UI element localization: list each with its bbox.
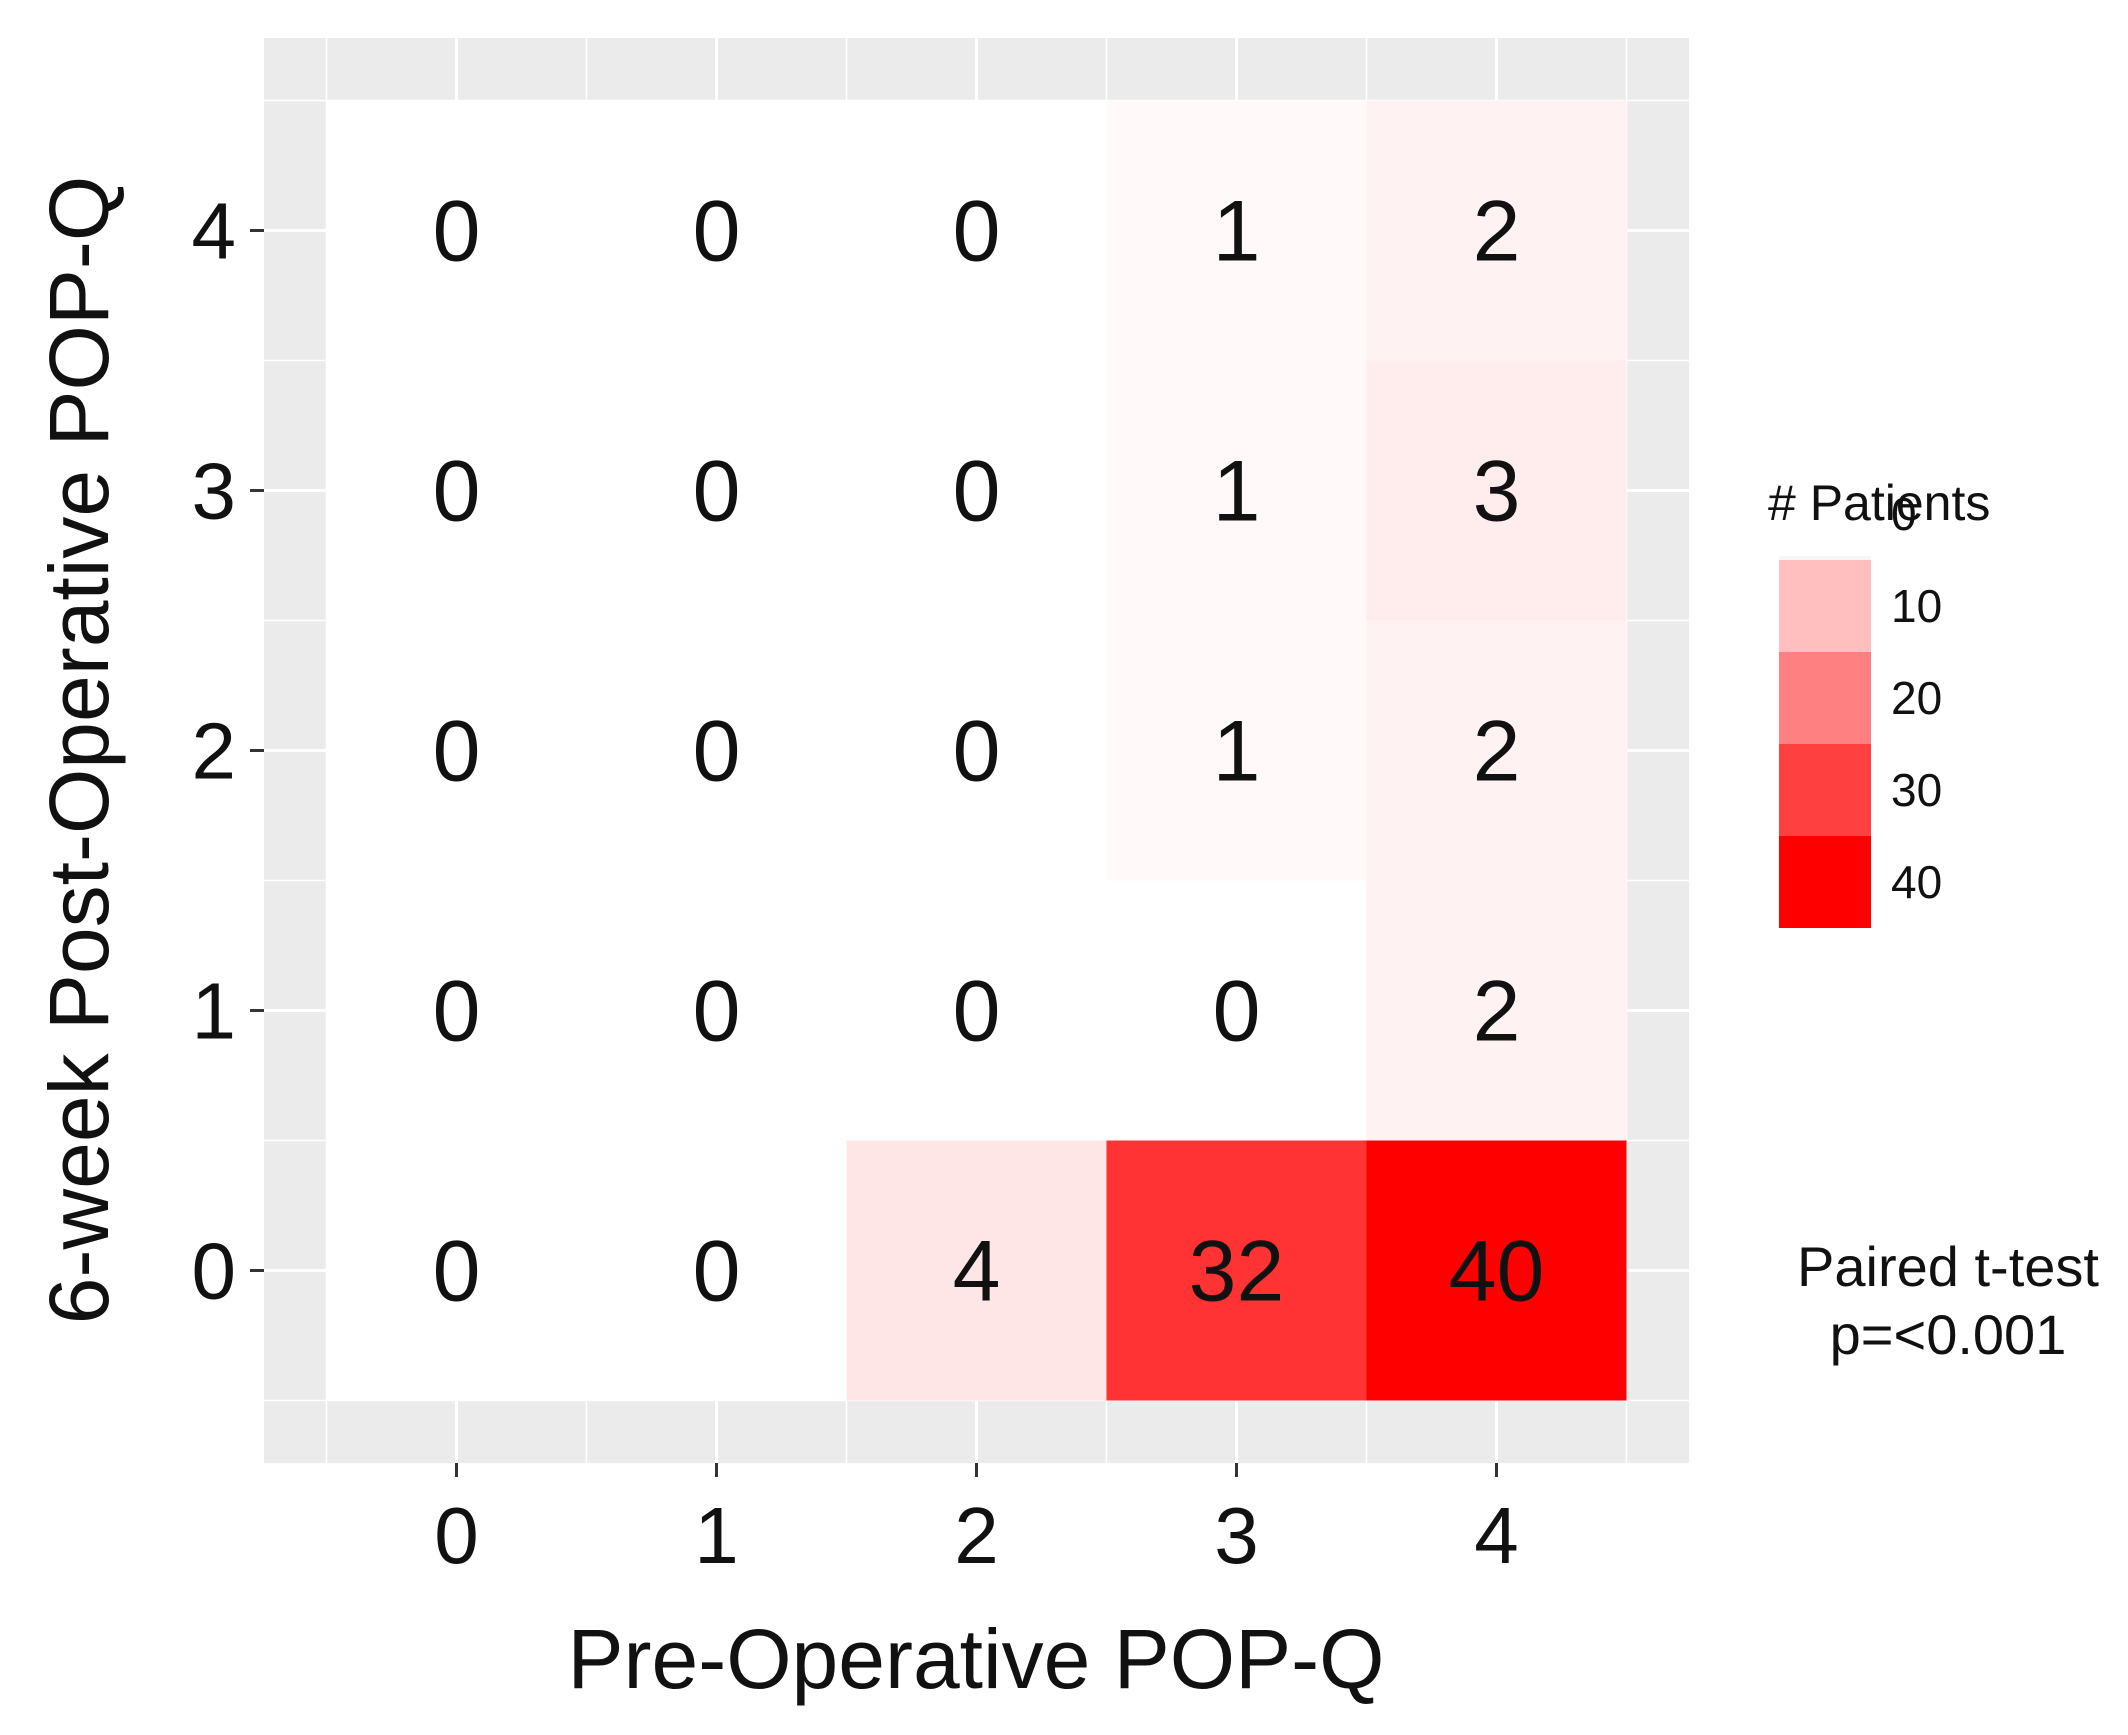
y-axis: 0 1 2 3 4	[192, 187, 264, 1316]
legend-labels: 0 10 20 30 40	[1891, 488, 1942, 908]
heatmap-cell	[1106, 100, 1367, 361]
heatmap-cell-label: 0	[433, 444, 481, 540]
y-tick-label: 4	[192, 187, 237, 276]
legend-swatch	[1779, 652, 1871, 744]
heatmap-cell-label: 3	[1473, 444, 1521, 540]
x-axis: 0 1 2 3 4	[434, 1463, 1519, 1580]
heatmap-cell-label: 0	[693, 704, 741, 800]
x-tick-label: 3	[1214, 1491, 1259, 1580]
y-tick-label: 0	[192, 1227, 237, 1316]
legend-swatch	[1779, 560, 1871, 652]
heatmap-cell	[846, 360, 1107, 621]
stat-test-label: Paired t-test	[1797, 1235, 2099, 1298]
legend-title: # Patients	[1768, 475, 1990, 531]
heatmap-cell	[586, 880, 847, 1141]
heatmap-cell	[846, 100, 1107, 361]
heatmap-cell	[846, 620, 1107, 881]
y-tick-label: 2	[192, 707, 237, 796]
heatmap-cell-labels: 0 0 4 32 40 0 0 0 0 2 0 0 0 1 2 0 0 0 1 3 0 0 0 1 2	[433, 184, 1545, 1320]
heatmap-cell	[326, 620, 587, 881]
heatmap-cell	[1366, 360, 1627, 621]
heatmap-cell	[1106, 360, 1367, 621]
heatmap-cell-label: 0	[433, 704, 481, 800]
heatmap-cell-label: 1	[1213, 704, 1261, 800]
heatmap-cell	[846, 880, 1107, 1141]
heatmap-cell-label: 1	[1213, 184, 1261, 280]
legend-swatch	[1779, 836, 1871, 928]
x-axis-title: Pre-Operative POP-Q	[568, 1612, 1385, 1706]
heatmap-cell-label: 2	[1473, 964, 1521, 1060]
y-axis-title: 6-week Post-Operative POP-Q	[32, 176, 126, 1324]
legend-swatch	[1779, 556, 1871, 560]
heatmap-cell-label: 0	[693, 444, 741, 540]
legend-label: 40	[1891, 856, 1942, 908]
legend-label: 20	[1891, 672, 1942, 724]
heatmap-cell	[586, 1140, 847, 1401]
heatmap-cell-label: 0	[433, 1224, 481, 1320]
heatmap-cell	[1366, 100, 1627, 361]
heatmap-cell	[326, 360, 587, 621]
heatmap-cell-label: 0	[693, 184, 741, 280]
heatmap-cell-label: 4	[953, 1224, 1001, 1320]
x-tick-label: 4	[1474, 1491, 1519, 1580]
legend: # Patients 0 10 20 30 40	[1768, 475, 1990, 928]
heatmap-cell-label: 2	[1473, 704, 1521, 800]
legend-label: 30	[1891, 764, 1942, 816]
legend-label: 0	[1891, 488, 1917, 540]
legend-colorbar	[1779, 556, 1871, 928]
heatmap-cell	[586, 620, 847, 881]
heatmap-cell-label: 32	[1189, 1224, 1285, 1320]
heatmap-cell	[326, 880, 587, 1141]
heatmap-cell	[1366, 620, 1627, 881]
heatmap-cell-label: 40	[1449, 1224, 1545, 1320]
heatmap-cell-label: 0	[953, 444, 1001, 540]
heatmap-cell	[1106, 880, 1367, 1141]
x-tick-label: 2	[954, 1491, 999, 1580]
heatmap-cell	[1106, 1140, 1367, 1401]
heatmap-cell-label: 0	[953, 704, 1001, 800]
heatmap-cell	[846, 1140, 1107, 1401]
y-tick-label: 3	[192, 447, 237, 536]
legend-label: 10	[1891, 580, 1942, 632]
heatmap-cell-label: 0	[953, 184, 1001, 280]
heatmap-cell	[1366, 880, 1627, 1141]
heatmap-cell	[326, 100, 587, 361]
heatmap-cell-label: 0	[433, 184, 481, 280]
heatmap-cell	[326, 1140, 587, 1401]
heatmap-cell	[1106, 620, 1367, 881]
heatmap-cell-label: 1	[1213, 444, 1261, 540]
heatmap-cell-label: 0	[693, 1224, 741, 1320]
legend-swatch	[1779, 744, 1871, 836]
x-tick-label: 0	[434, 1491, 479, 1580]
stat-p-value: p=<0.001	[1830, 1303, 2067, 1366]
y-tick-label: 1	[192, 967, 237, 1056]
heatmap-cell	[1366, 1140, 1627, 1401]
heatmap-cell-label: 0	[433, 964, 481, 1060]
heatmap-cell	[586, 100, 847, 361]
heatmap-cells	[326, 100, 1627, 1401]
heatmap-cell-label: 0	[693, 964, 741, 1060]
heatmap-cell	[586, 360, 847, 621]
x-tick-label: 1	[694, 1491, 739, 1580]
heatmap-cell-label: 0	[1213, 964, 1261, 1060]
heatmap-cell-label: 2	[1473, 184, 1521, 280]
heatmap-cell-label: 0	[953, 964, 1001, 1060]
